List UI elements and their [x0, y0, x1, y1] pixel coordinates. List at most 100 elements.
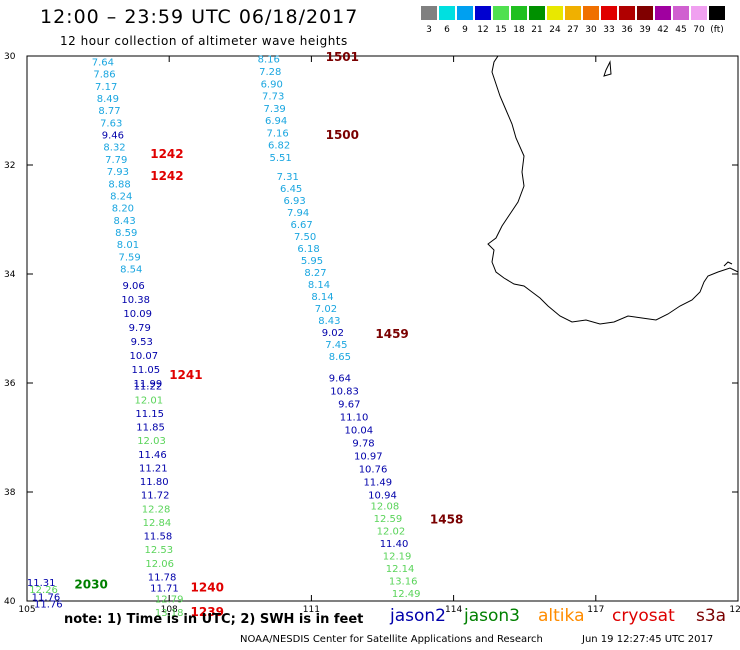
wave-height-label: 6.18: [297, 244, 319, 255]
wave-height-label: 11.40: [380, 539, 409, 550]
scale-label: 39: [639, 25, 651, 35]
scale-label: 18: [513, 25, 525, 35]
wave-height-label: 8.88: [108, 179, 130, 190]
scale-label: 3: [426, 25, 432, 35]
wave-height-label: 12.02: [377, 527, 406, 538]
wave-height-label: 8.65: [329, 352, 351, 363]
wave-height-label: 7.39: [264, 104, 286, 115]
wave-height-label: 10.09: [123, 309, 152, 320]
pass-time-label: 1459: [375, 327, 408, 341]
scale-label: 33: [603, 25, 615, 35]
scale-swatch: [511, 6, 527, 20]
pass-time-label: 1239: [191, 605, 224, 619]
wave-height-label: 12.08: [371, 502, 400, 513]
scale-label: 27: [567, 25, 579, 35]
wave-height-label: 8.59: [115, 228, 137, 239]
scale-label: 9: [462, 25, 468, 35]
wave-height-tracks: 7.64 7.867.178.498.777.63 9.468.327.797.93…: [27, 55, 421, 619]
scale-swatch: [421, 6, 437, 20]
lon-tick-label: 108: [161, 605, 178, 615]
lon-tick-label: 114: [445, 605, 462, 615]
wave-height-label: 6.82: [268, 141, 290, 152]
scale-label: 45: [675, 25, 687, 35]
satellite-legend-jason2: jason2: [390, 606, 446, 626]
wave-height-label: 11.49: [363, 478, 392, 489]
wave-height-label: 13.18: [155, 608, 184, 619]
lon-tick-label: 111: [303, 605, 320, 615]
credit-text: NOAA/NESDIS Center for Satellite Applica…: [240, 634, 543, 645]
scale-swatch: [547, 6, 563, 20]
wave-height-label: 11.72: [141, 491, 170, 502]
wave-height-label: 5.51: [269, 153, 291, 164]
wave-height-label: 8.32: [103, 143, 125, 154]
wave-height-label: 8.24: [110, 191, 132, 202]
wave-height-label: 10.07: [129, 351, 158, 362]
lat-tick-label: 32: [4, 161, 15, 171]
wave-height-label: 11.80: [140, 477, 169, 488]
wave-height-label: 12.84: [143, 518, 172, 529]
pass-time-label: 1500: [326, 128, 359, 142]
wave-height-label: 7.17: [95, 82, 117, 93]
scale-swatch: [565, 6, 581, 20]
page-title: 12:00 – 23:59 UTC 06/18/2017: [40, 6, 359, 28]
wave-height-label: 11.46: [138, 450, 167, 461]
wave-height-label: 11.76: [32, 592, 61, 603]
wave-height-label: 8.01: [117, 240, 139, 251]
lat-tick-label: 38: [4, 488, 16, 498]
scale-swatch: [673, 6, 689, 20]
pass-time-label: 1242: [150, 169, 183, 183]
wave-height-label: 8.14: [308, 280, 330, 291]
wave-height-label: 11.71: [150, 583, 179, 594]
wave-height-label: 7.94: [287, 208, 309, 219]
wave-height-label: 9.78: [352, 439, 374, 450]
map-frame: [26, 55, 739, 602]
wave-height-label: 7.93: [107, 167, 129, 178]
wave-height-label: 8.20: [112, 204, 134, 215]
wave-height-label: 12.19: [383, 551, 412, 562]
scale-swatch: [583, 6, 599, 20]
satellite-legend-altika: altika: [538, 606, 585, 626]
lon-tick-label: 105: [18, 605, 35, 615]
scale-swatch: [601, 6, 617, 20]
pass-time-labels: 1501 1500 1242 1242 1459 1241 1458 2030 1240 1239: [74, 50, 463, 619]
wave-height-label: 9.06: [123, 281, 145, 292]
wave-height-label: 8.49: [97, 94, 119, 105]
wave-height-label: 7.63: [100, 118, 122, 129]
wave-height-label: 6.93: [284, 196, 306, 207]
scale-label: 15: [495, 25, 507, 35]
scale-label: 42: [657, 25, 669, 35]
wave-height-label: 12.01: [134, 395, 163, 406]
wave-height-label: 8.43: [318, 316, 340, 327]
lat-tick-label: 36: [4, 379, 16, 389]
wave-height-label: 8.27: [304, 268, 326, 279]
wave-height-label: 6.94: [265, 116, 287, 127]
scale-label: 24: [549, 25, 561, 35]
scale-swatch: [475, 6, 491, 20]
wave-height-label: 12.26: [29, 585, 58, 596]
wave-height-label: 7.59: [118, 252, 140, 263]
wave-height-label: 10.83: [330, 387, 359, 398]
wave-height-label: 9.64: [329, 374, 351, 385]
wave-height-label: 12.53: [144, 545, 173, 556]
pass-time-label: 1242: [150, 147, 183, 161]
wave-height-label: 6.67: [290, 220, 312, 231]
wave-height-label: 6.45: [280, 184, 302, 195]
wave-height-label: 7.86: [93, 70, 115, 81]
wave-height-label: 10.94: [368, 491, 397, 502]
scale-label: 6: [444, 25, 450, 35]
wave-height-label: 11.76: [34, 600, 63, 611]
scale-swatch: [529, 6, 545, 20]
scale-swatch: [691, 6, 707, 20]
wave-height-label: 8.43: [113, 216, 135, 227]
satellite-legend-cryosat: cryosat: [612, 606, 675, 626]
wave-height-label: 9.53: [131, 337, 153, 348]
lat-tick-label: 34: [4, 270, 16, 280]
wave-height-label: 11.78: [148, 572, 177, 583]
wave-height-label: 9.67: [338, 400, 360, 411]
pass-time-label: 2030: [74, 578, 107, 592]
wave-height-label: 10.38: [121, 295, 150, 306]
generated-timestamp: Jun 19 12:27:45 UTC 2017: [582, 634, 714, 645]
wave-height-label: 10.97: [354, 452, 383, 463]
